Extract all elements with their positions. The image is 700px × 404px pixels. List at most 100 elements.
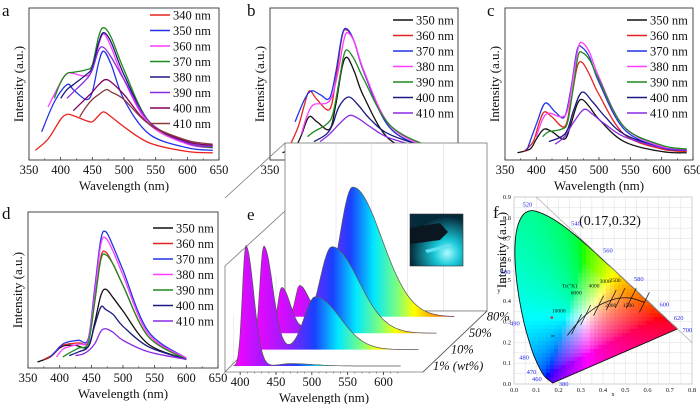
panel-label: c	[487, 1, 495, 20]
color-cell	[582, 329, 587, 334]
color-cell	[610, 321, 615, 326]
color-cell	[650, 313, 655, 318]
color-cell	[534, 349, 539, 354]
color-cell	[634, 305, 639, 310]
color-cell	[578, 333, 583, 338]
color-cell	[602, 285, 607, 290]
color-cell	[586, 249, 591, 254]
color-cell	[526, 241, 531, 246]
color-cell	[566, 333, 571, 338]
color-cell	[522, 241, 527, 246]
color-cell	[666, 325, 671, 330]
color-cell	[638, 301, 643, 306]
color-cell	[534, 253, 539, 258]
legend-label: 410 nm	[176, 315, 214, 329]
color-cell	[522, 217, 527, 222]
color-cell	[574, 293, 579, 298]
x-tick-label: 550	[621, 163, 640, 177]
color-cell	[578, 361, 583, 366]
color-cell	[642, 317, 647, 322]
color-cell	[514, 233, 519, 238]
color-cell	[566, 289, 571, 294]
color-cell	[534, 313, 539, 318]
color-cell	[530, 293, 535, 298]
color-cell	[602, 273, 607, 278]
color-cell	[534, 289, 539, 294]
color-cell	[618, 345, 623, 350]
color-cell	[586, 253, 591, 258]
color-cell	[526, 333, 531, 338]
color-cell	[578, 289, 583, 294]
x-tick-label: 0.4	[599, 387, 608, 394]
color-cell	[570, 305, 575, 310]
color-cell	[594, 293, 599, 298]
color-cell	[562, 225, 567, 230]
color-cell	[530, 325, 535, 330]
color-cell	[538, 229, 543, 234]
color-cell	[538, 221, 543, 226]
color-cell	[638, 293, 643, 298]
color-cell	[598, 353, 603, 358]
color-cell	[550, 221, 555, 226]
color-cell	[594, 273, 599, 278]
color-cell	[570, 289, 575, 294]
color-cell	[638, 321, 643, 326]
color-cell	[642, 321, 647, 326]
color-cell	[566, 329, 571, 334]
color-cell	[542, 289, 547, 294]
color-cell	[570, 337, 575, 342]
color-cell	[574, 249, 579, 254]
color-cell	[570, 233, 575, 238]
color-cell	[550, 377, 555, 382]
color-cell	[602, 265, 607, 270]
isotherm-line	[580, 304, 591, 326]
color-cell	[598, 333, 603, 338]
color-cell	[538, 253, 543, 258]
color-cell	[542, 225, 547, 230]
color-cell	[526, 245, 531, 250]
wavelength-label: 620	[674, 315, 684, 322]
color-cell	[590, 333, 595, 338]
color-cell	[586, 349, 591, 354]
x-axis-label: Wavelength (nm)	[78, 386, 168, 401]
color-cell	[626, 305, 631, 310]
color-cell	[602, 261, 607, 266]
color-cell	[578, 281, 583, 286]
color-cell	[566, 321, 571, 326]
color-cell	[590, 257, 595, 262]
color-cell	[574, 285, 579, 290]
color-cell	[542, 345, 547, 350]
color-cell	[562, 305, 567, 310]
color-cell	[570, 353, 575, 358]
color-cell	[626, 337, 631, 342]
color-cell	[610, 353, 615, 358]
color-cell	[550, 237, 555, 242]
color-cell	[622, 309, 627, 314]
color-cell	[606, 309, 611, 314]
color-cell	[558, 313, 563, 318]
color-cell	[570, 361, 575, 366]
series-line-370nm	[294, 27, 452, 152]
color-cell	[634, 301, 639, 306]
color-cell	[546, 289, 551, 294]
color-cell	[522, 281, 527, 286]
y-tick-label: 0.3	[503, 319, 511, 326]
color-cell	[546, 217, 551, 222]
color-cell	[602, 321, 607, 326]
color-cell	[610, 325, 615, 330]
color-cell	[550, 349, 555, 354]
series-line-380nm	[55, 236, 187, 359]
color-cell	[554, 361, 559, 366]
series-group	[517, 41, 687, 154]
color-cell	[622, 297, 627, 302]
x-axis-label: Wavelength (nm)	[79, 178, 169, 193]
color-cell	[550, 357, 555, 362]
color-cell	[570, 369, 575, 374]
color-cell	[622, 341, 627, 346]
color-cell	[578, 249, 583, 254]
y-axis-label: Intensity (a.u.)	[487, 46, 502, 122]
color-cell	[602, 341, 607, 346]
color-cell	[530, 233, 535, 238]
color-cell	[574, 349, 579, 354]
series-line-400nm	[548, 91, 687, 151]
